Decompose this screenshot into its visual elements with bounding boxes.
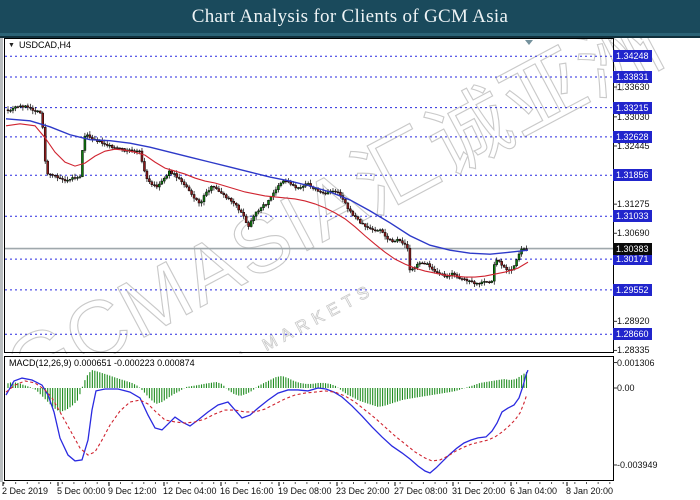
time-axis-label: 9 Dec 12:00	[108, 486, 157, 496]
chevron-down-icon: ▼	[8, 41, 15, 49]
price-tick-label: 1.32445	[617, 140, 650, 151]
macd-border	[4, 356, 614, 481]
price-level-badge[interactable]: 1.31033	[613, 210, 652, 223]
price-level-badge[interactable]: 1.34248	[613, 50, 652, 63]
time-axis-label: 31 Dec 20:00	[452, 486, 506, 496]
macd-signal-line	[5, 380, 528, 462]
macd-tick-label: 0.00	[617, 383, 635, 393]
time-axis-label: 16 Dec 16:00	[220, 486, 274, 496]
macd-indicator-label: MACD(12,26,9) 0.000651 -0.000223 0.00087…	[9, 358, 195, 368]
candlesticks	[6, 105, 528, 285]
price-tick-label: 1.33030	[617, 111, 650, 122]
chart-border	[4, 38, 614, 353]
symbol-timeframe-dropdown[interactable]: ▼ USDCAD,H4	[8, 40, 71, 50]
macd-tick-label: -0.003949	[617, 459, 658, 470]
price-level-badge[interactable]: 1.33831	[613, 71, 652, 83]
price-level-badge[interactable]: 1.32628	[613, 130, 652, 143]
ma-red-line	[5, 123, 529, 278]
time-axis-label: 27 Dec 08:00	[394, 486, 448, 496]
price-tick-label: 1.33630	[617, 82, 650, 92]
price-tick-label: 1.28335	[617, 345, 650, 356]
macd-histogram	[7, 370, 528, 412]
macd-indicator-canvas[interactable]	[4, 354, 700, 482]
time-axis-label: 2 Dec 2019	[2, 486, 49, 496]
price-tick-label: 1.31275	[617, 199, 650, 210]
price-level-badge[interactable]: 1.29552	[613, 283, 652, 296]
macd-tick-label: 0.001306	[617, 357, 655, 368]
price-tick-label: 1.30690	[617, 228, 650, 239]
price-level-badge[interactable]: 1.30171	[613, 253, 652, 266]
macd-main-line	[5, 369, 529, 474]
time-axis-label: 12 Dec 04:00	[163, 486, 217, 496]
time-axis-label: 19 Dec 08:00	[278, 486, 332, 496]
ma-blue-line	[5, 118, 529, 255]
price-level-badge[interactable]: 1.28660	[613, 328, 652, 341]
time-axis-label: 6 Jan 04:00	[510, 486, 558, 496]
price-level-badge[interactable]: 1.31856	[613, 169, 652, 182]
time-axis-label: 8 Jan 20:00	[566, 486, 614, 496]
time-axis-label: 23 Dec 20:00	[336, 486, 390, 496]
symbol-timeframe-label: USDCAD,H4	[18, 40, 71, 50]
time-axis-label: 5 Dec 00:00	[57, 486, 106, 496]
price-chart-canvas[interactable]: GCMASIA汇诚亚洲GLOBAL CAPITAL MARKETS	[4, 38, 700, 354]
time-axis-ticks	[2, 482, 611, 486]
price-level-badge[interactable]: 1.33215	[613, 101, 652, 114]
title-bar-accent	[0, 33, 700, 36]
current-price-badge: 1.30383	[613, 242, 652, 255]
title-bar: Chart Analysis for Clients of GCM Asia	[0, 0, 700, 33]
left-gutter	[0, 38, 3, 482]
title-bar-shadow	[0, 36, 700, 38]
price-tick-label: 1.28920	[617, 316, 650, 327]
chart-shift-marker-icon[interactable]	[525, 40, 533, 45]
page-title: Chart Analysis for Clients of GCM Asia	[191, 5, 509, 27]
